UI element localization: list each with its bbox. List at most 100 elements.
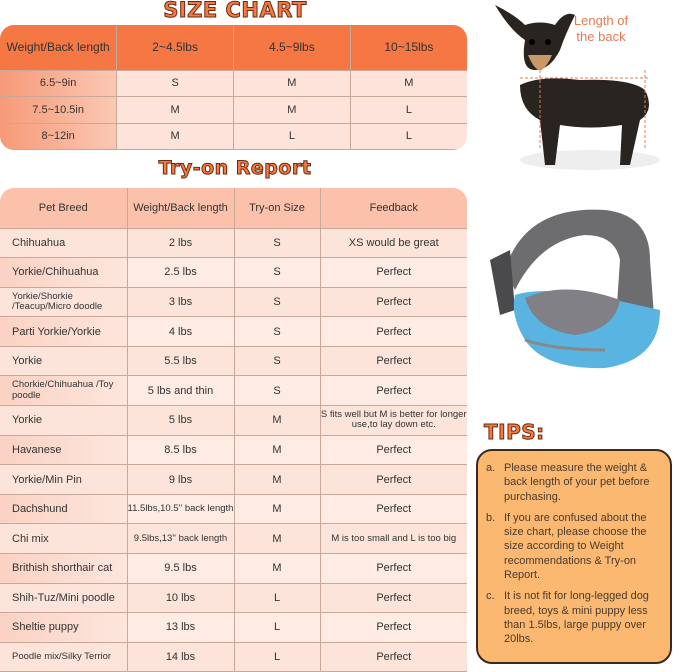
table-cell: Chorkie/Chihuahua /Toy poodle [0, 375, 128, 407]
table-cell: L [350, 123, 467, 150]
table-cell: Yorkie [0, 346, 128, 377]
table-row: Chi mix 9.5lbs,13'' back length M M is too … [0, 523, 467, 555]
dog-image [495, 5, 660, 170]
column-header: 10~15lbs [350, 25, 467, 71]
table-row: Havanese 8.5 lbs M Perfect [0, 435, 467, 466]
table-cell: M is too small and L is too big [320, 523, 467, 555]
table-cell: M [234, 523, 321, 555]
size-chart-table: Weight/Back length 2~4.5lbs 4.5~9lbs 10~15l… [0, 25, 467, 150]
table-cell: Perfect [320, 494, 467, 525]
table-row: 8~12in M L L [0, 123, 467, 150]
table-cell: 6.5~9in [0, 70, 118, 97]
table-row: Chihuahua 2 lbs S XS would be great [0, 228, 467, 259]
table-cell: Perfect [320, 257, 467, 288]
size-chart-title: SIZE CHART [163, 0, 307, 23]
column-header: Weight/Back length [0, 25, 118, 71]
table-cell: 10 lbs [127, 583, 235, 614]
table-cell: Perfect [320, 612, 467, 643]
table-cell: M [234, 435, 321, 466]
tip-letter: c. [486, 590, 495, 603]
table-cell: L [234, 583, 321, 614]
table-cell: Chihuahua [0, 228, 128, 259]
tip-text: It is not fit for long-legged dog breed,… [504, 590, 649, 646]
table-cell: L [350, 96, 467, 124]
tryon-header: Pet Breed Weight/Back length Try-on Size Fe… [0, 188, 467, 229]
tip-letter: b. [486, 511, 496, 524]
table-cell: 9.5lbs,13'' back length [127, 523, 235, 555]
table-row: Parti Yorkie/Yorkie 4 lbs S Perfect [0, 316, 467, 347]
table-cell: Parti Yorkie/Yorkie [0, 316, 128, 347]
table-cell: Perfect [320, 316, 467, 347]
table-cell: Poodle mix/Silky Terrior [0, 642, 128, 672]
tip-item: c. It is not fit for long-legged dog bree… [486, 589, 662, 646]
table-cell: S [234, 287, 321, 318]
table-cell: L [234, 642, 321, 672]
column-header: 4.5~9lbs [233, 25, 351, 71]
table-cell: Perfect [320, 553, 467, 584]
table-cell: Yorkie/Shorkie /Teacup/Micro doodle [0, 287, 128, 318]
table-cell: S [234, 228, 321, 259]
table-cell: M [234, 553, 321, 584]
table-cell: 7.5~10.5in [0, 96, 118, 124]
tips-box: a. Please measure the weight & back lengt… [476, 449, 672, 664]
table-row: Yorkie/Shorkie /Teacup/Micro doodle 3 lbs… [0, 287, 467, 318]
column-header: Pet Breed [0, 188, 128, 229]
table-cell: S fits well but M is better for longer u… [320, 405, 467, 436]
table-row: 6.5~9in S M M [0, 70, 467, 97]
tip-item: a. Please measure the weight & back lengt… [486, 461, 662, 504]
table-row: Sheltie puppy 13 lbs L Perfect [0, 612, 467, 643]
table-cell: Yorkie/Min Pin [0, 464, 128, 495]
table-row: Shih-Tuz/Mini poodle 10 lbs L Perfect [0, 583, 467, 614]
tip-letter: a. [486, 462, 496, 474]
table-cell: 3 lbs [127, 287, 235, 318]
table-cell: Brithish shorthair cat [0, 553, 128, 584]
table-cell: S [234, 257, 321, 288]
tip-text: If you are confused about the size chart… [504, 511, 647, 582]
table-cell: XS would be great [320, 228, 467, 259]
table-row: Poodle mix/Silky Terrior 14 lbs L Perfect [0, 642, 467, 672]
table-cell: 9.5 lbs [127, 553, 235, 584]
table-row: Yorkie 5 lbs M S fits well but M is better … [0, 405, 467, 436]
table-cell: Perfect [320, 642, 467, 672]
tryon-report-table: Pet Breed Weight/Back length Try-on Size Fe… [0, 188, 467, 672]
table-cell: 13 lbs [127, 612, 235, 643]
table-cell: Perfect [320, 583, 467, 614]
table-row: Brithish shorthair cat 9.5 lbs M Perfect [0, 553, 467, 584]
tip-item: b. If you are confused about the size cha… [486, 511, 662, 582]
table-row: Yorkie 5.5 lbs S Perfect [0, 346, 467, 377]
table-cell: 5 lbs and thin [127, 375, 235, 407]
table-cell: M [234, 464, 321, 495]
tryon-report-title: Try-on Report [158, 157, 312, 180]
table-cell: Perfect [320, 287, 467, 318]
table-cell: M [116, 96, 234, 124]
table-cell: S [116, 70, 234, 97]
table-cell: M [233, 96, 351, 124]
table-cell: Sheltie puppy [0, 612, 128, 643]
table-cell: M [350, 70, 467, 97]
table-cell: Shih-Tuz/Mini poodle [0, 583, 128, 614]
table-cell: 2.5 lbs [127, 257, 235, 288]
table-cell: Perfect [320, 346, 467, 377]
table-cell: Yorkie/Chihuahua [0, 257, 128, 288]
table-cell: 8.5 lbs [127, 435, 235, 466]
column-header: Feedback [320, 188, 467, 229]
tip-text: Please measure the weight & back length … [504, 462, 650, 503]
table-cell: L [233, 123, 351, 150]
table-cell: M [234, 405, 321, 436]
size-chart-header: Weight/Back length 2~4.5lbs 4.5~9lbs 10~15l… [0, 25, 467, 71]
table-cell: 2 lbs [127, 228, 235, 259]
table-cell: Perfect [320, 375, 467, 407]
column-header: Weight/Back length [127, 188, 235, 229]
back-length-label: Length of the back [573, 13, 629, 44]
table-row: Yorkie/Chihuahua 2.5 lbs S Perfect [0, 257, 467, 288]
table-cell: 8~12in [0, 123, 118, 150]
table-cell: M [233, 70, 351, 97]
column-header: 2~4.5lbs [116, 25, 234, 71]
table-cell: 5.5 lbs [127, 346, 235, 377]
table-cell: Dachshund [0, 494, 128, 525]
column-header: Try-on Size [234, 188, 321, 229]
table-cell: 4 lbs [127, 316, 235, 347]
table-row: Chorkie/Chihuahua /Toy poodle 5 lbs and t… [0, 375, 467, 407]
table-cell: S [234, 375, 321, 407]
table-row: Dachshund 11.5lbs,10.5'' back length M Perf… [0, 494, 467, 525]
